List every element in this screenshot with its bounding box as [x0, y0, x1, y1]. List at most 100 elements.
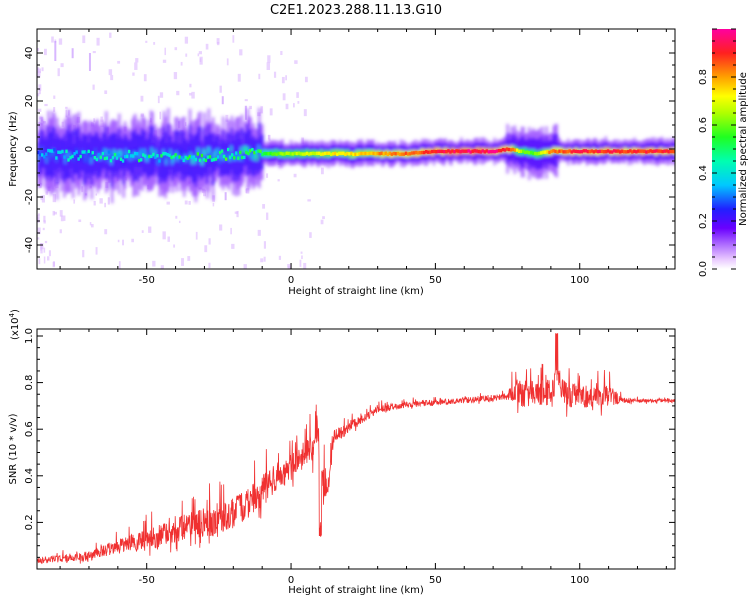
- heatmap-speckle: [303, 262, 307, 269]
- heatmap-ridge-cell: [289, 152, 293, 156]
- heatmap-ridge-cell: [307, 152, 311, 156]
- heatmap-speckle: [184, 36, 189, 44]
- heatmap-ridge-cell: [499, 148, 503, 153]
- heatmap-ridge-cell: [463, 149, 466, 153]
- heatmap-ridge-cell: [412, 151, 416, 155]
- heatmap-ridge-cell: [649, 149, 652, 153]
- heatmap-ridge-cell: [55, 156, 58, 160]
- heatmap-ridge-cell: [655, 149, 658, 153]
- heatmap-speckle: [131, 238, 134, 243]
- heatmap-ridge-cell: [245, 150, 248, 155]
- heatmap-speckle: [46, 256, 50, 261]
- heatmap-ridge-cell: [121, 159, 125, 163]
- heatmap-ridge-cell: [277, 151, 280, 156]
- heatmap-speckle: [90, 223, 94, 228]
- heatmap-speckle: [122, 239, 124, 246]
- heatmap-ridge-cell: [95, 157, 99, 162]
- x-tick-label: 50: [429, 575, 442, 586]
- heatmap-speckle: [199, 56, 203, 65]
- colorbar-tick-label: 0.6: [698, 117, 709, 133]
- heatmap-ridge-cell: [625, 150, 628, 154]
- heatmap-speckle: [89, 222, 92, 226]
- heatmap-ridge-cell: [546, 149, 549, 154]
- spectrogram-xlabel: Height of straight line (km): [288, 286, 424, 297]
- heatmap-ridge-cell: [160, 154, 163, 158]
- heatmap-ridge-cell: [65, 149, 68, 153]
- heatmap-ridge-cell: [455, 149, 458, 153]
- heatmap-ridge-cell: [321, 152, 325, 156]
- y-tick-label: 0.2: [24, 514, 35, 530]
- heatmap-ridge-cell: [667, 149, 670, 154]
- heatmap-speckle: [282, 93, 286, 101]
- colorbar-tick-label: 0.8: [698, 69, 709, 85]
- heatmap-ridge-cell: [588, 149, 592, 154]
- heatmap-ridge-cell: [610, 150, 614, 154]
- heatmap-ridge-cell: [323, 151, 327, 156]
- heatmap-ridge-cell: [125, 154, 129, 159]
- heatmap-speckle: [61, 121, 64, 127]
- y-tick-label: 0.4: [24, 468, 35, 484]
- heatmap-ridge-cell: [511, 147, 515, 152]
- heatmap-ridge-cell: [473, 149, 476, 153]
- snr-multiplier: (x104): [8, 309, 21, 340]
- heatmap-ridge-cell: [528, 151, 531, 155]
- heatmap-speckle: [320, 219, 324, 225]
- heatmap-ridge-cell: [479, 150, 482, 154]
- heatmap-ridge-cell: [53, 148, 56, 152]
- heatmap-ridge-cell: [75, 150, 78, 154]
- colorbar-tick-label: 0.0: [698, 261, 709, 277]
- heatmap-ridge-cell: [663, 149, 666, 153]
- heatmap-speckle: [232, 35, 235, 43]
- heatmap-ridge-cell: [206, 155, 210, 159]
- heatmap-speckle: [208, 238, 211, 245]
- x-tick-label: 0: [288, 275, 294, 286]
- heatmap-column: [71, 48, 74, 59]
- heatmap-ridge-cell: [63, 155, 66, 159]
- heatmap-ridge-cell: [69, 155, 72, 160]
- heatmap-ridge-cell: [190, 155, 193, 160]
- heatmap-ridge-cell: [261, 152, 264, 157]
- heatmap-speckle: [294, 60, 298, 64]
- heatmap-ridge-cell: [431, 149, 434, 154]
- heatmap-ridge-cell: [144, 154, 147, 158]
- heatmap-ridge-cell: [287, 151, 290, 156]
- heatmap-ridge-cell: [315, 151, 319, 156]
- heatmap-ridge-cell: [481, 149, 484, 153]
- heatmap-speckle: [304, 76, 308, 83]
- y-tick-label: 0: [24, 146, 35, 152]
- heatmap-ridge-cell: [544, 150, 547, 154]
- x-tick-label: 100: [570, 575, 589, 586]
- heatmap-speckle: [152, 260, 156, 267]
- heatmap-speckle: [41, 195, 46, 203]
- y-tick-label: -20: [24, 189, 35, 205]
- heatmap-ridge-cell: [344, 152, 347, 156]
- heatmap-ridge-cell: [433, 149, 436, 154]
- heatmap-ridge-cell: [174, 153, 177, 157]
- heatmap-ridge-cell: [291, 152, 295, 156]
- heatmap-speckle: [37, 237, 40, 240]
- heatmap-speckle: [43, 247, 46, 253]
- heatmap-speckle: [309, 232, 312, 238]
- heatmap-speckle: [44, 240, 48, 244]
- heatmap-ridge-cell: [584, 149, 588, 153]
- heatmap-speckle: [263, 256, 266, 262]
- heatmap-speckle: [257, 229, 261, 236]
- heatmap-ridge-cell: [651, 149, 654, 154]
- heatmap-ridge-cell: [43, 155, 46, 159]
- heatmap-ridge-cell: [424, 150, 428, 154]
- heatmap-ridge-cell: [503, 148, 507, 152]
- heatmap-ridge-cell: [218, 150, 222, 155]
- heatmap-column: [54, 41, 57, 61]
- heatmap-speckle: [285, 103, 289, 110]
- heatmap-ridge-cell: [133, 151, 137, 156]
- heatmap-ridge-cell: [629, 149, 632, 153]
- heatmap-speckle: [320, 167, 324, 175]
- heatmap-speckle: [159, 111, 162, 120]
- heatmap-ridge-cell: [451, 149, 454, 153]
- heatmap-ridge-cell: [427, 150, 430, 154]
- heatmap-ridge-cell: [129, 154, 133, 158]
- heatmap-ridge-cell: [449, 150, 452, 154]
- heatmap-ridge-cell: [97, 153, 101, 157]
- heatmap-ridge-cell: [172, 155, 175, 159]
- heatmap-ridge-cell: [437, 149, 440, 154]
